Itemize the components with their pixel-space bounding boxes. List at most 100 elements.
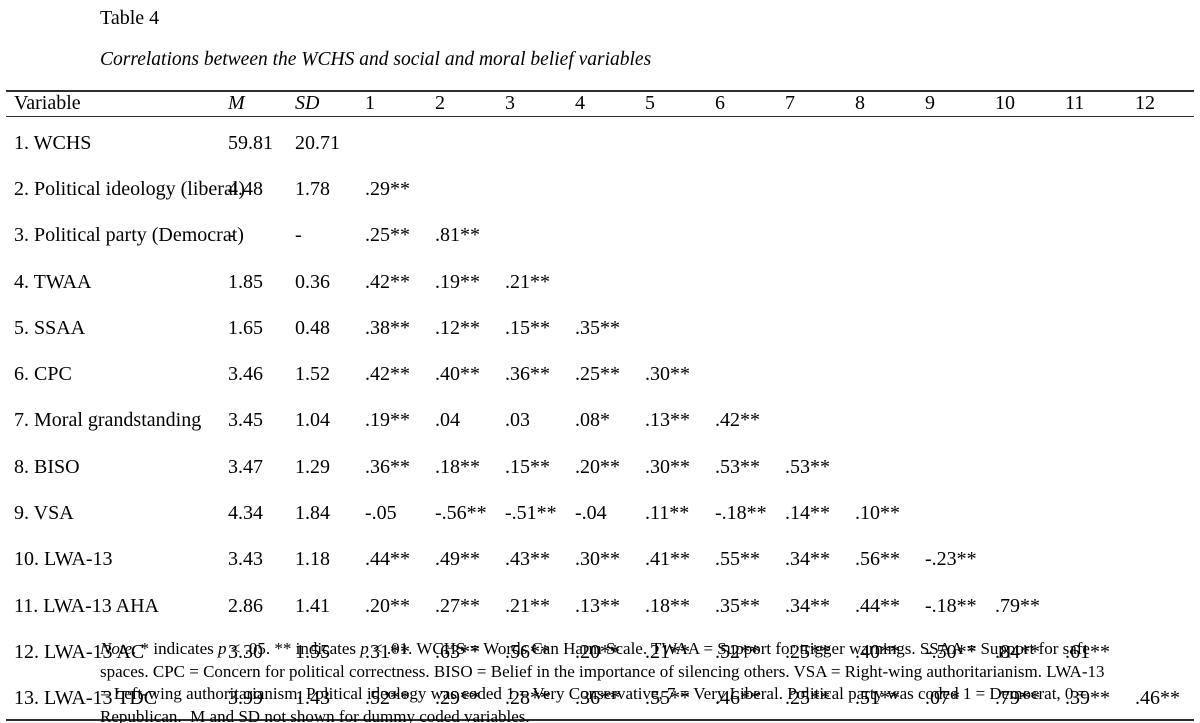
value-cell: [987, 117, 1057, 164]
value-cell: [1127, 626, 1194, 672]
value-cell: .18**: [435, 455, 480, 478]
value-cell: .12**: [435, 316, 480, 339]
table-row: 10. LWA-13 3.43 1.18 .44** .49** .43** .30** .4…: [6, 534, 1194, 580]
variable-cell: 12. LWA-13 AC: [14, 640, 145, 663]
value-cell: [777, 348, 847, 394]
value-cell: [987, 441, 1057, 487]
value-cell: .30**: [645, 363, 690, 386]
value-cell: [1127, 534, 1194, 580]
value-cell: [707, 163, 777, 209]
value-cell: [987, 487, 1057, 533]
value-cell: 4.34: [228, 502, 263, 525]
value-cell: [707, 210, 777, 256]
value-cell: [917, 487, 987, 533]
value-cell: [987, 256, 1057, 302]
value-cell: [917, 395, 987, 441]
value-cell: [1057, 163, 1127, 209]
table-body: 1. WCHS 59.81 20.71 2. Political ideology (…: [6, 117, 1194, 720]
value-cell: [357, 117, 427, 164]
value-cell: .30**: [575, 548, 620, 571]
column-header-12: 12: [1135, 92, 1155, 114]
value-cell: 3.43: [228, 548, 263, 571]
table-note: Note. * indicates p < .05. ** indicates …: [100, 638, 1116, 723]
value-cell: [777, 302, 847, 348]
value-cell: .49**: [435, 548, 480, 571]
value-cell: .35**: [575, 316, 620, 339]
value-cell: .35**: [715, 594, 760, 617]
value-cell: .52**: [715, 640, 760, 663]
value-cell: -.18**: [925, 594, 977, 617]
value-cell: 1.65: [228, 316, 263, 339]
value-cell: [1057, 534, 1127, 580]
value-cell: .25**: [575, 363, 620, 386]
value-cell: -.23**: [925, 548, 977, 571]
value-cell: [917, 117, 987, 164]
value-cell: [1057, 348, 1127, 394]
table-row: 3. Political party (Democrat) - - .25** .81*…: [6, 210, 1194, 256]
table-row: 13. LWA-13 TDC 3.99 1.43 .52** .29** .28** .36…: [6, 673, 1194, 720]
value-cell: [1127, 210, 1194, 256]
variable-cell: 1. WCHS: [14, 131, 92, 154]
value-cell: 0.36: [295, 270, 330, 293]
value-cell: .15**: [505, 316, 550, 339]
value-cell: .21**: [505, 594, 550, 617]
value-cell: [847, 441, 917, 487]
value-cell: -.05: [365, 502, 397, 525]
value-cell: 0.48: [295, 316, 330, 339]
value-cell: .20**: [365, 594, 410, 617]
value-cell: [1057, 256, 1127, 302]
variable-cell: 8. BISO: [14, 455, 80, 478]
table-row: 4. TWAA 1.85 0.36 .42** .19** .21**: [6, 256, 1194, 302]
value-cell: [427, 163, 497, 209]
value-cell: .19**: [365, 409, 410, 432]
value-cell: .25**: [365, 224, 410, 247]
value-cell: .11**: [645, 502, 690, 525]
value-cell: .34**: [785, 548, 830, 571]
value-cell: .51**: [855, 687, 900, 710]
value-cell: .39**: [1065, 687, 1110, 710]
value-cell: [777, 256, 847, 302]
variable-cell: 3. Political party (Democrat): [14, 224, 244, 247]
value-cell: 1.41: [295, 594, 330, 617]
value-cell: .21**: [505, 270, 550, 293]
table-row: 11. LWA-13 AHA 2.86 1.41 .20** .27** .21** .13…: [6, 580, 1194, 626]
value-cell: [987, 163, 1057, 209]
column-header-m: M: [228, 92, 245, 114]
value-cell: -.51**: [505, 502, 557, 525]
value-cell: [637, 210, 707, 256]
value-cell: [777, 395, 847, 441]
value-cell: 3.99: [228, 687, 263, 710]
value-cell: .27**: [435, 594, 480, 617]
note-italic-segment: Note.: [100, 639, 137, 658]
value-cell: [497, 163, 567, 209]
value-cell: .08*: [575, 409, 610, 432]
value-cell: .40**: [435, 363, 480, 386]
value-cell: [567, 117, 637, 164]
value-cell: .81**: [435, 224, 480, 247]
value-cell: .36**: [365, 455, 410, 478]
value-cell: [987, 302, 1057, 348]
note-segment: < .05. ** indicates: [226, 639, 361, 658]
value-cell: [847, 348, 917, 394]
value-cell: 3.45: [228, 409, 263, 432]
value-cell: [847, 302, 917, 348]
value-cell: .14**: [785, 502, 830, 525]
value-cell: [847, 210, 917, 256]
value-cell: [917, 441, 987, 487]
value-cell: .13**: [645, 409, 690, 432]
value-cell: .79**: [995, 594, 1040, 617]
value-cell: .84**: [995, 640, 1040, 663]
column-header-sd: SD: [295, 92, 320, 114]
value-cell: -: [228, 224, 235, 247]
value-cell: .79**: [995, 687, 1040, 710]
variable-cell: 6. CPC: [14, 363, 72, 386]
value-cell: 59.81: [228, 131, 273, 154]
value-cell: -.50**: [925, 640, 977, 663]
value-cell: [1057, 302, 1127, 348]
value-cell: .15**: [505, 455, 550, 478]
column-header-9: 9: [925, 92, 935, 114]
value-cell: .56**: [855, 548, 900, 571]
value-cell: 1.18: [295, 548, 330, 571]
value-cell: [567, 256, 637, 302]
value-cell: .56**: [505, 640, 550, 663]
